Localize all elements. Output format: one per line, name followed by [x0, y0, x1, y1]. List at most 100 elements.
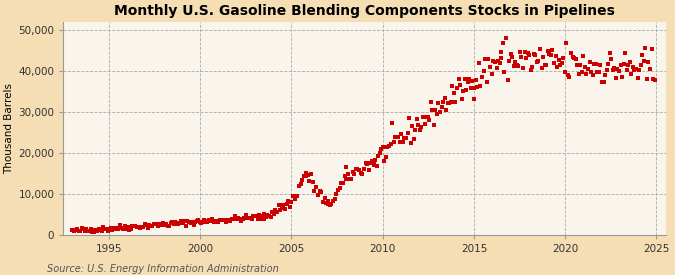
- Point: [228, 216, 239, 221]
- Point: [452, 86, 462, 90]
- Point: [550, 54, 561, 59]
- Point: [462, 80, 473, 84]
- Point: [115, 223, 126, 227]
- Point: [342, 172, 353, 177]
- Point: [497, 41, 508, 45]
- Point: [323, 201, 333, 206]
- Point: [284, 205, 295, 210]
- Point: [519, 50, 530, 54]
- Point: [165, 221, 176, 225]
- Point: [292, 194, 302, 198]
- Point: [184, 220, 194, 225]
- Point: [157, 221, 168, 225]
- Point: [640, 46, 651, 51]
- Point: [398, 140, 408, 144]
- Point: [213, 220, 223, 225]
- Point: [306, 172, 317, 177]
- Point: [375, 151, 385, 155]
- Point: [98, 225, 109, 229]
- Point: [614, 69, 624, 74]
- Point: [116, 225, 127, 230]
- Point: [346, 177, 356, 182]
- Point: [414, 128, 425, 133]
- Point: [101, 226, 111, 231]
- Point: [341, 164, 352, 169]
- Point: [529, 52, 539, 56]
- Point: [350, 167, 361, 171]
- Point: [606, 57, 617, 61]
- Point: [334, 185, 345, 190]
- Point: [204, 218, 215, 222]
- Point: [259, 211, 269, 216]
- Point: [270, 208, 281, 212]
- Point: [217, 218, 228, 222]
- Point: [99, 227, 110, 231]
- Point: [608, 67, 618, 72]
- Point: [430, 108, 441, 112]
- Point: [535, 47, 545, 51]
- Point: [544, 52, 555, 57]
- Point: [279, 207, 290, 211]
- Point: [161, 222, 171, 227]
- Point: [290, 197, 300, 202]
- Point: [491, 65, 502, 70]
- Point: [376, 146, 387, 151]
- Point: [593, 70, 604, 74]
- Point: [360, 161, 371, 165]
- Point: [578, 53, 589, 58]
- Point: [626, 71, 637, 76]
- Point: [173, 222, 184, 226]
- Point: [251, 214, 262, 219]
- Point: [146, 224, 157, 229]
- Point: [321, 200, 331, 205]
- Point: [84, 229, 95, 233]
- Point: [620, 51, 630, 56]
- Point: [615, 63, 626, 67]
- Point: [554, 58, 564, 62]
- Point: [604, 50, 615, 55]
- Point: [419, 122, 430, 127]
- Point: [641, 76, 652, 81]
- Point: [558, 56, 568, 60]
- Point: [586, 70, 597, 74]
- Point: [612, 66, 623, 71]
- Point: [473, 60, 484, 65]
- Point: [570, 56, 581, 61]
- Point: [480, 57, 491, 61]
- Point: [538, 54, 549, 59]
- Point: [309, 189, 320, 193]
- Point: [433, 101, 444, 106]
- Point: [269, 212, 279, 217]
- Point: [124, 228, 134, 232]
- Point: [421, 115, 431, 119]
- Point: [450, 100, 461, 104]
- Point: [507, 55, 518, 59]
- Point: [632, 76, 643, 80]
- Point: [182, 219, 193, 224]
- Point: [187, 220, 198, 224]
- Point: [178, 221, 188, 225]
- Point: [431, 112, 442, 116]
- Point: [76, 226, 87, 230]
- Point: [427, 108, 437, 112]
- Point: [286, 199, 297, 204]
- Point: [299, 174, 310, 178]
- Point: [444, 100, 455, 105]
- Point: [599, 73, 610, 77]
- Point: [468, 86, 479, 90]
- Point: [317, 200, 328, 204]
- Point: [273, 203, 284, 208]
- Point: [373, 153, 383, 158]
- Point: [623, 63, 634, 67]
- Point: [649, 78, 660, 82]
- Point: [580, 65, 591, 69]
- Point: [547, 48, 558, 52]
- Point: [405, 141, 416, 145]
- Point: [502, 77, 513, 82]
- Point: [288, 194, 299, 199]
- Point: [138, 224, 148, 229]
- Point: [307, 180, 318, 184]
- Point: [367, 159, 377, 163]
- Point: [527, 65, 538, 69]
- Point: [119, 224, 130, 228]
